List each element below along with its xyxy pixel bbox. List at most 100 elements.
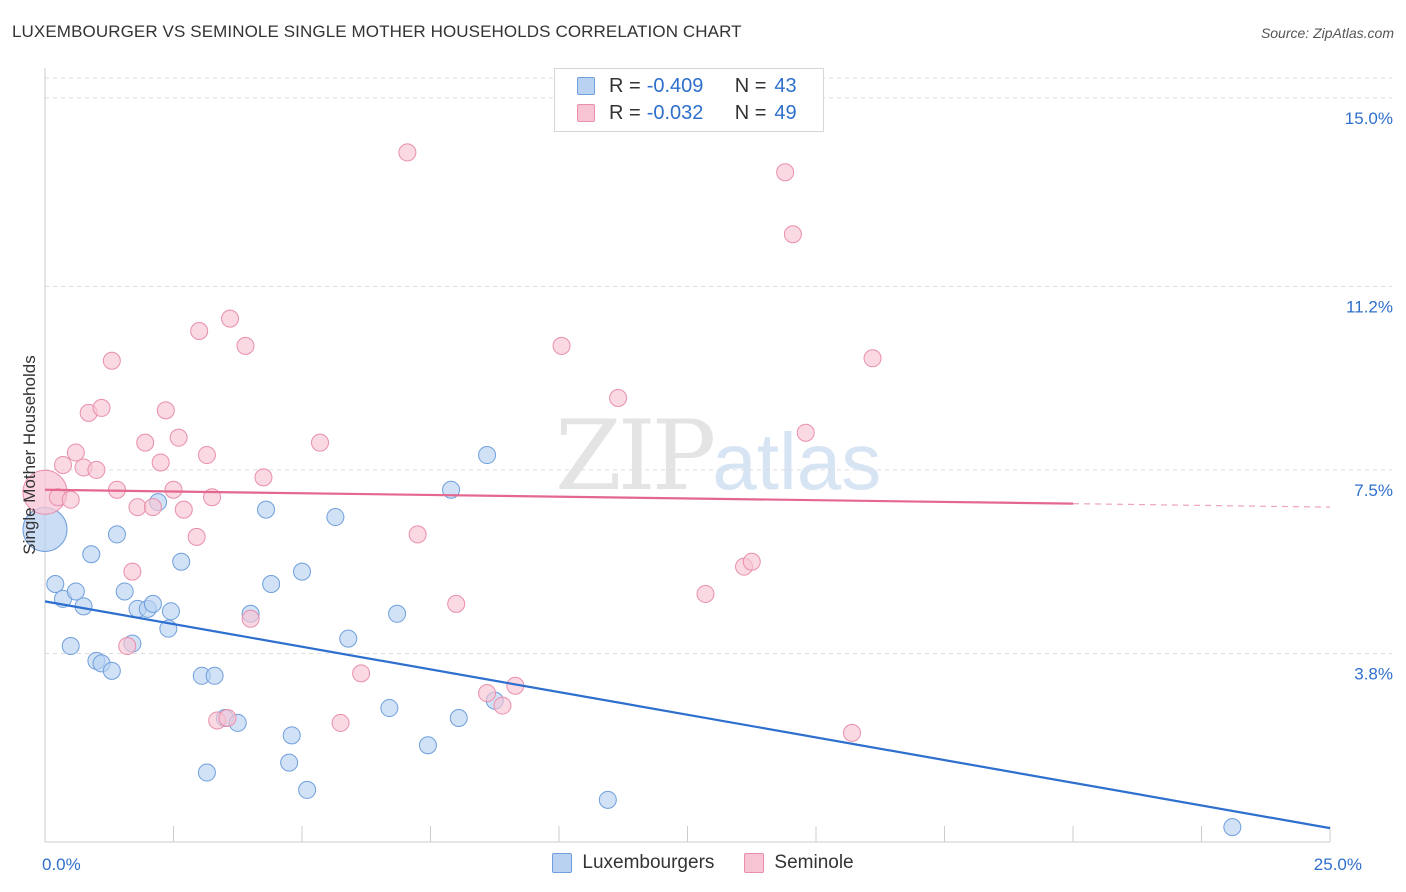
luxembourger-point [205, 666, 224, 685]
luxembourger-point [293, 562, 311, 581]
watermark-zip: ZIP [555, 400, 716, 512]
seminole-point [493, 696, 512, 715]
luxembourger-point [449, 708, 468, 727]
seminole-point [352, 664, 371, 683]
pink-swatch-icon [744, 853, 765, 873]
legend-item-luxembourgers[interactable]: Luxembourgers [552, 852, 714, 874]
seminole-point [128, 498, 147, 517]
n-label: N = [734, 101, 767, 124]
seminole-point [156, 401, 175, 420]
y-tick-label: 15.0% [1345, 109, 1393, 128]
luxembourger-point [380, 699, 399, 718]
pink-swatch-icon [577, 104, 595, 122]
seminole-point [190, 322, 209, 341]
n-label: N = [734, 74, 767, 97]
grid-lines [45, 77, 1392, 654]
luxembourger-point [143, 594, 162, 613]
luxembourger-point [66, 582, 85, 601]
seminole-point [118, 637, 137, 656]
watermark: ZIPatlas [555, 400, 881, 512]
luxembourger-point [161, 602, 180, 621]
seminole-point [310, 433, 329, 452]
seminole-point [254, 468, 273, 487]
luxembourger-point [298, 780, 317, 799]
seminole-trend-line-extension [1072, 503, 1331, 508]
seminole-point [863, 349, 882, 368]
chart-title: LUXEMBOURGER VS SEMINOLE SINGLE MOTHER H… [12, 22, 742, 41]
y-tick-label: 11.2% [1346, 297, 1393, 316]
watermark-atlas: atlas [712, 417, 882, 506]
y-tick-label: 7.5% [1354, 481, 1393, 500]
seminole-point [66, 443, 85, 462]
n-value: 43 [774, 74, 797, 97]
luxembourger-point [326, 508, 345, 527]
luxembourger-point [172, 552, 191, 571]
trend-lines [44, 488, 1331, 830]
seminole-point [123, 562, 142, 581]
r-label: R = [609, 101, 641, 124]
r-value: -0.409 [646, 74, 704, 97]
axes [44, 68, 1331, 843]
seminole-point [552, 336, 571, 355]
seminole-point [187, 527, 206, 546]
luxembourger-point [418, 736, 437, 755]
seminole-point [102, 351, 121, 370]
seminole-point [53, 455, 72, 474]
seminole-point [796, 423, 815, 442]
luxembourger-point [115, 582, 134, 601]
legend-row-luxembourgers: R = -0.409 N = 43 [577, 73, 797, 99]
seminole-trend-line [44, 488, 1074, 505]
y-axis-label: Single Mother Households [20, 355, 39, 555]
seminole-point [331, 713, 350, 732]
luxembourger-point [280, 753, 299, 772]
seminole-point [398, 143, 417, 162]
luxembourger-point [388, 604, 407, 623]
seminole-point [218, 708, 237, 727]
source-credit: Source: ZipAtlas.com [1260, 25, 1394, 41]
y-tick-label: 3.8% [1354, 664, 1393, 683]
luxembourger-point [1223, 818, 1242, 837]
x-tick-label: 25.0% [1314, 855, 1362, 874]
luxembourger-point [442, 480, 461, 499]
luxembourger-point [107, 525, 126, 544]
data-points [22, 143, 1242, 837]
seminole-point [236, 336, 255, 355]
seminole-point [174, 500, 193, 519]
luxembourger-point [282, 726, 301, 745]
luxembourger-point [262, 575, 281, 594]
legend-label: Seminole [774, 852, 854, 873]
legend-item-seminole[interactable]: Seminole [744, 852, 854, 874]
seminole-point [151, 453, 170, 472]
series-legend: Luxembourgers Seminole [0, 852, 1406, 874]
legend-label: Luxembourgers [582, 852, 715, 873]
seminole-point [143, 498, 162, 517]
seminole-point [92, 398, 111, 417]
tick-labels: 3.8% 7.5% 11.2% 15.0% 0.0% 25.0% [42, 109, 1393, 874]
seminole-point [169, 428, 188, 447]
luxembourger-point [257, 500, 276, 519]
luxembourger-point [46, 575, 65, 594]
correlation-legend: R = -0.409 N = 43 R = -0.032 N = 49 [554, 68, 824, 132]
x-tick-label: 0.0% [42, 855, 81, 874]
luxembourger-trend-line [44, 600, 1331, 830]
luxembourger-point [598, 790, 617, 809]
seminole-point [241, 609, 260, 628]
luxembourger-point [82, 545, 101, 564]
r-label: R = [609, 74, 641, 97]
seminole-point [61, 490, 80, 509]
blue-swatch-icon [577, 77, 595, 95]
n-value: 49 [774, 101, 797, 124]
seminole-point [609, 388, 628, 407]
seminole-point [742, 552, 761, 571]
luxembourger-point [339, 629, 358, 648]
seminole-point [87, 460, 106, 479]
seminole-point [136, 433, 155, 452]
seminole-point [783, 225, 802, 244]
r-value: -0.032 [646, 101, 704, 124]
seminole-point [842, 723, 861, 742]
luxembourger-point [478, 446, 497, 465]
legend-row-seminole: R = -0.032 N = 49 [577, 100, 797, 126]
seminole-point [221, 309, 240, 328]
seminole-point [696, 584, 715, 603]
